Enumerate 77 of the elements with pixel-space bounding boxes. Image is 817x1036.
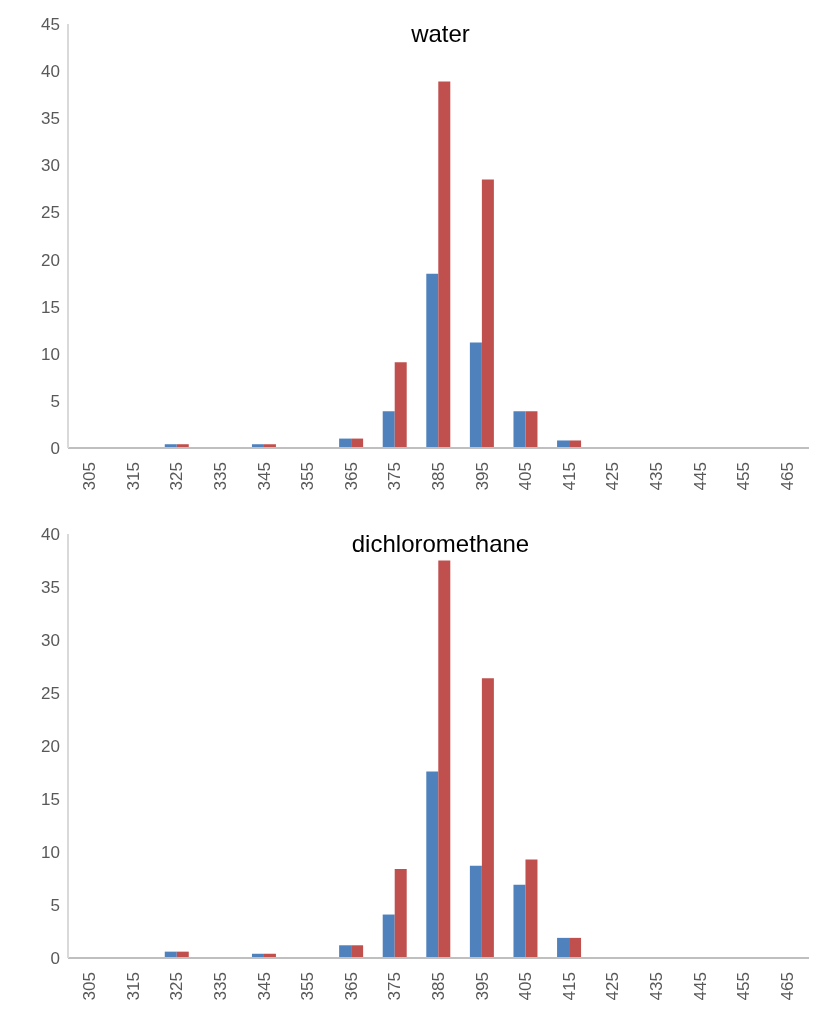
y-tick-label: 15 [41,790,60,810]
bar [569,440,582,448]
x-tick-label: 395 [472,972,492,1001]
bar [339,945,352,958]
x-tick-label: 315 [123,462,143,491]
bar [525,859,538,958]
bar [394,362,407,448]
x-tick-label: 345 [254,972,274,1001]
x-tick-label: 345 [254,462,274,491]
x-tick-label: 435 [646,972,666,1001]
bar [382,411,395,448]
x-tick-label: 375 [385,462,405,491]
x-tick-label: 455 [734,972,754,1001]
y-tick-label: 35 [41,578,60,598]
x-tick-label: 355 [298,972,318,1001]
y-tick-label: 0 [50,949,60,969]
y-tick-label: 25 [41,203,60,223]
chart-title: water [410,20,471,48]
bar [557,440,570,448]
y-tick-label: 10 [41,843,60,863]
y-tick-label: 40 [41,62,60,82]
bar [426,273,439,448]
x-tick-label: 455 [734,462,754,491]
bar [557,937,570,958]
bar [481,678,494,958]
bar [513,884,526,958]
bar [438,81,451,448]
bar [469,342,482,448]
y-tick-label: 30 [41,156,60,176]
bar [351,945,364,958]
x-tick-label: 325 [167,462,187,491]
y-tick-label: 10 [41,344,60,364]
bar [394,868,407,958]
x-tick-label: 365 [341,972,361,1001]
x-tick-label: 335 [211,462,231,491]
x-tick-label: 405 [516,462,536,491]
x-tick-label: 445 [690,972,710,1001]
bar [481,179,494,448]
x-tick-label: 355 [298,462,318,491]
y-tick-label: 30 [41,631,60,651]
bar [426,771,439,958]
x-tick-label: 415 [559,462,579,491]
x-tick-label: 325 [167,972,187,1001]
y-tick-label: 45 [41,15,60,35]
y-tick-label: 35 [41,109,60,129]
x-tick-label: 465 [777,972,797,1001]
bar [569,937,582,958]
x-tick-label: 365 [341,462,361,491]
x-tick-label: 375 [385,972,405,1001]
x-tick-label: 305 [80,462,100,491]
x-tick-label: 415 [559,972,579,1001]
x-tick-label: 425 [603,972,623,1001]
y-tick-label: 5 [50,391,60,411]
x-tick-label: 405 [516,972,536,1001]
x-tick-label: 425 [603,462,623,491]
y-tick-label: 0 [50,439,60,459]
x-tick-label: 335 [211,972,231,1001]
bar [513,411,526,448]
x-tick-label: 305 [80,972,100,1001]
bar [525,411,538,448]
y-tick-label: 15 [41,297,60,317]
chart-title: dichloromethane [350,530,531,558]
x-tick-label: 395 [472,462,492,491]
x-tick-label: 385 [429,462,448,491]
y-tick-label: 20 [41,250,60,270]
y-tick-label: 5 [50,896,60,916]
y-tick-label: 40 [41,525,60,545]
bar [438,560,451,958]
x-tick-label: 315 [123,972,143,1001]
x-tick-label: 465 [777,462,797,491]
x-tick-label: 435 [646,462,666,491]
x-tick-label: 385 [429,972,448,1001]
x-tick-label: 445 [690,462,710,491]
bar [469,865,482,958]
y-tick-label: 20 [41,737,60,757]
y-tick-label: 25 [41,684,60,704]
bar [382,914,395,958]
